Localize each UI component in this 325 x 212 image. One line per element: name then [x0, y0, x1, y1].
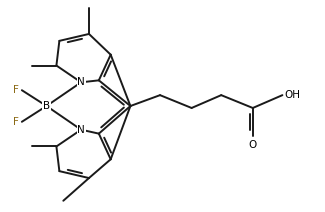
- Text: O: O: [249, 139, 257, 149]
- Text: N: N: [77, 77, 85, 87]
- Text: F: F: [13, 117, 19, 127]
- Text: B: B: [43, 101, 50, 111]
- Text: N: N: [77, 125, 85, 135]
- Text: F: F: [13, 85, 19, 95]
- Text: OH: OH: [284, 90, 300, 100]
